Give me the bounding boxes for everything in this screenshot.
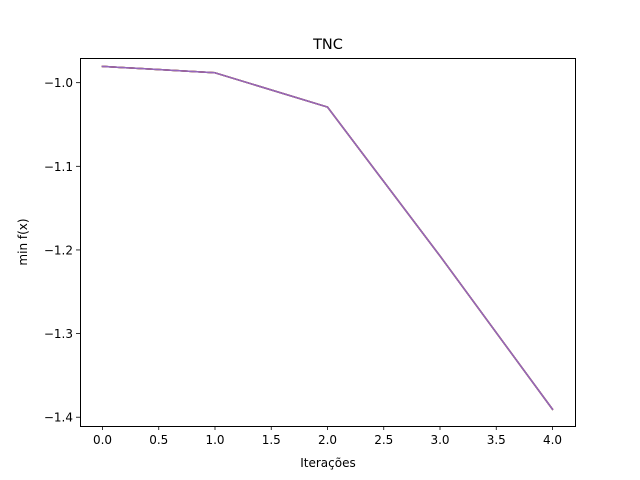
x-tick-label: 1.5 <box>262 433 281 447</box>
x-axis: 0.0 0.5 1.0 1.5 2.0 2.5 3.0 3.5 4.0 <box>93 426 562 447</box>
y-axis-label: min f(x) <box>16 218 30 265</box>
x-axis-label: Iterações <box>300 456 356 470</box>
y-tick-label: −1.1 <box>44 160 73 174</box>
series-line-5 <box>101 65 554 411</box>
y-axis: −1.0 −1.1 −1.2 −1.3 −1.4 <box>44 76 80 425</box>
y-tick-label: −1.4 <box>44 411 73 425</box>
y-tick-label: −1.2 <box>44 243 73 257</box>
x-tick-label: 3.5 <box>487 433 506 447</box>
y-tick-label: −1.0 <box>44 76 73 90</box>
x-tick-label: 0.0 <box>93 433 112 447</box>
x-tick-label: 1.0 <box>205 433 224 447</box>
plot-frame <box>80 58 576 427</box>
chart-title: TNC <box>312 37 343 53</box>
x-tick-label: 2.5 <box>374 433 393 447</box>
x-tick-label: 2.0 <box>318 433 337 447</box>
x-tick-label: 3.0 <box>430 433 449 447</box>
y-tick-label: −1.3 <box>44 327 73 341</box>
x-tick-label: 0.5 <box>149 433 168 447</box>
series-layer <box>101 65 554 411</box>
x-tick-label: 4.0 <box>543 433 562 447</box>
